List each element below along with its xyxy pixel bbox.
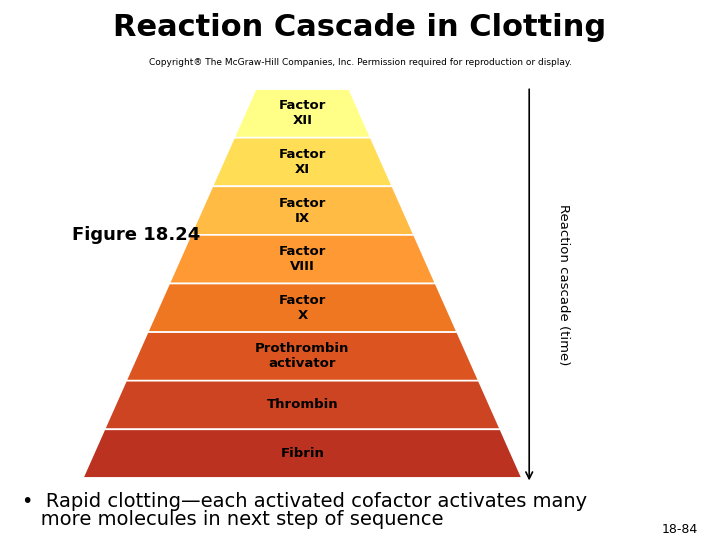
Text: •  Rapid clotting—each activated cofactor activates many: • Rapid clotting—each activated cofactor… <box>22 492 587 511</box>
Text: Copyright® The McGraw-Hill Companies, Inc. Permission required for reproduction : Copyright® The McGraw-Hill Companies, In… <box>148 58 572 67</box>
Polygon shape <box>234 89 371 138</box>
Text: Reaction Cascade in Clotting: Reaction Cascade in Clotting <box>114 14 606 43</box>
Text: Factor
XI: Factor XI <box>279 148 326 176</box>
Polygon shape <box>104 381 500 429</box>
Text: Factor
X: Factor X <box>279 294 326 322</box>
Text: more molecules in next step of sequence: more molecules in next step of sequence <box>22 510 443 529</box>
Polygon shape <box>212 138 392 186</box>
Text: Figure 18.24: Figure 18.24 <box>72 226 200 244</box>
Text: Reaction cascade (time): Reaction cascade (time) <box>557 204 570 366</box>
Polygon shape <box>83 429 522 478</box>
Text: Factor
IX: Factor IX <box>279 197 326 225</box>
Polygon shape <box>191 186 414 235</box>
Text: Factor
XII: Factor XII <box>279 99 326 127</box>
Text: Prothrombin
activator: Prothrombin activator <box>255 342 350 370</box>
Polygon shape <box>126 332 479 381</box>
Text: Thrombin: Thrombin <box>266 399 338 411</box>
Text: 18-84: 18-84 <box>662 523 698 536</box>
Text: Fibrin: Fibrin <box>281 447 324 460</box>
Text: Factor
VIII: Factor VIII <box>279 245 326 273</box>
Polygon shape <box>148 284 457 332</box>
Polygon shape <box>169 235 436 284</box>
